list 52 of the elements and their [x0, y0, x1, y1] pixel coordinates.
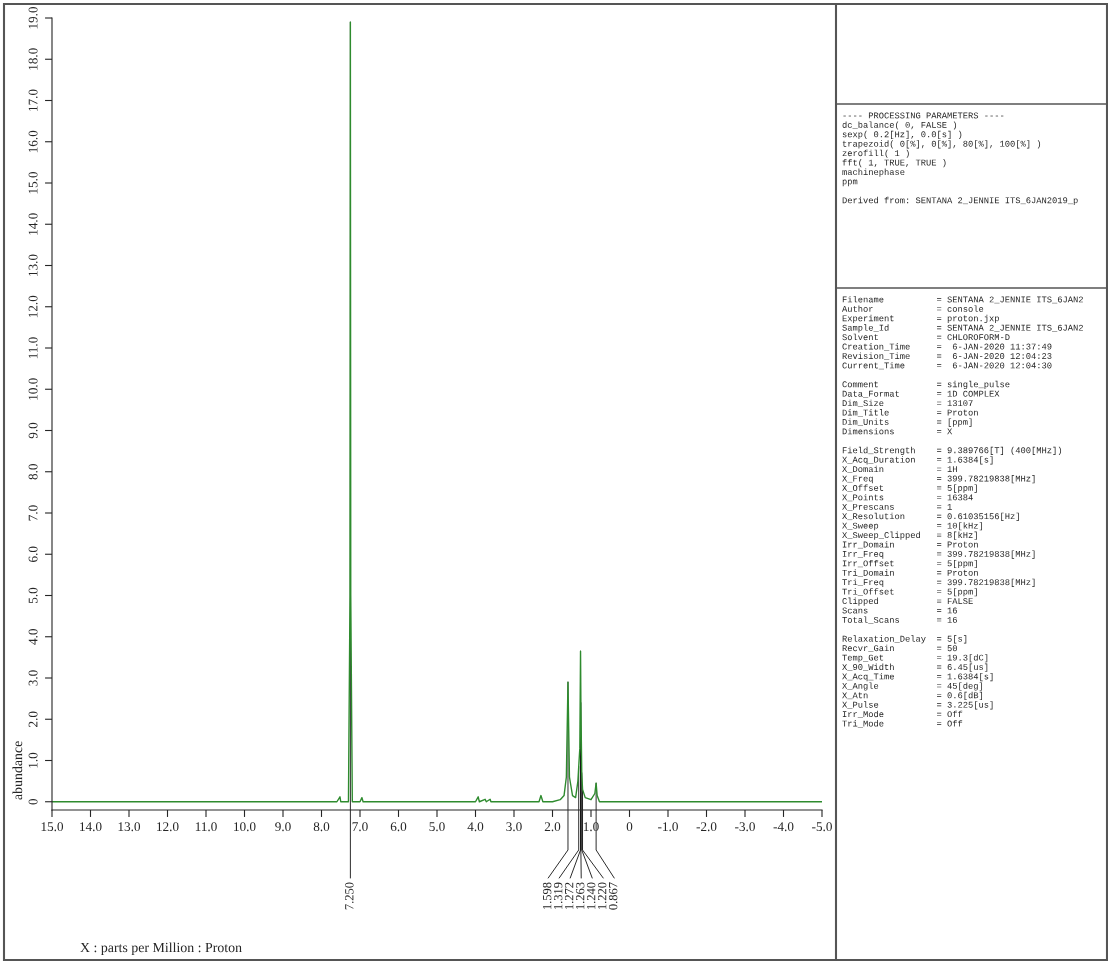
annotation: 7.250	[345, 882, 354, 910]
x-tick-label: 15.0	[41, 822, 64, 832]
annotation: 1.598	[542, 882, 552, 910]
y-tick-label: 18.0	[28, 48, 38, 70]
x-tick-label: 3.0	[506, 822, 522, 832]
x-tick-label: 13.0	[118, 822, 141, 832]
x-tick-label: 2.0	[544, 822, 561, 832]
x-tick-label: 0	[626, 822, 633, 832]
y-tick-label: 5.0	[28, 587, 38, 603]
y-tick-label: 1.0	[28, 752, 38, 768]
y-tick-label: 13.0	[28, 254, 38, 276]
y-tick-label: 0	[28, 798, 38, 805]
annotation: 1.319	[553, 882, 563, 910]
x-tick-label: -3.0	[735, 822, 755, 832]
x-tick-label: 7.0	[352, 822, 368, 832]
x-tick-label: 14.0	[80, 822, 102, 832]
text: X : parts per Million : Proton	[80, 942, 242, 955]
x-tick-label: 4.0	[467, 822, 484, 832]
y-tick-label: 15.0	[28, 171, 38, 194]
x-tick-label: 5.0	[429, 822, 445, 832]
y-tick-label: 8.0	[28, 464, 38, 480]
y-tick-label: 3.0	[28, 670, 38, 686]
x-tick-label: -2.0	[696, 822, 717, 832]
text: Filename = SENTANA 2_JENNIE ITS_6JAN2 Author = console Experiment = proton.jxp Sample_Id = SENTANA 2_JENNIE ITS_6JAN2 Solvent = CHLOROFORM-D Creation_Time = 6-JAN-2020 11:37:49 Revision_Time = 6-JAN-2020 12:04:23 Current_Time = 6-JAN-2020 12:04:30 Comment = single_pulse Data_Format = 1D COMPLEX Dim_Size = 13107 Dim_Title = Proton Dim_Units = [ppm] Dimensions = X Field_Strength = 9.389766[T] (400[MHz]) X_Acq_Duration = 1.6384[s] X_Domain = 1H X_Freq = 399.78219838[MHz] X_Offset = 5[ppm] X_Points = 16384 X_Prescans = 1 X_Resolution = 0.61035156[Hz] X_Sweep = 10[kHz] X_Sweep_Clipped = 8[kHz] Irr_Domain = Proton Irr_Freq = 399.78219838[MHz] Irr_Offset = 5[ppm] Tri_Domain = Proton Tri_Freq = 399.78219838[MHz] Tri_Offset = 5[ppm] Clipped = FALSE Scans = 16 Total_Scans = 16 Relaxation_Delay = 5[s] Recvr_Gain = 50 Temp_Get = 19.3[dC] X_90_Width = 6.45[us] X_Acq_Time = 1.6384[s] X_Angle = 45[deg] X_Atn = 0.6[dB] X_Pulse = 3.225[us] Irr_Mode = Off Tri_Mode = Off	[842, 296, 1083, 728]
annotation: 1.220	[597, 882, 607, 910]
y-tick-label: 12.0	[28, 295, 38, 318]
x-tick-label: 12.0	[157, 822, 179, 832]
text: ---- PROCESSING PARAMETERS ---- dc_balance( 0, FALSE ) sexp( 0.2[Hz], 0.0[s] ) trapezoid( 0[%], 0[%], 80[%], 100[%] ) zerofill( 1 ) fft( 1, TRUE, TRUE ) machinephase ppm Derived from: SENTANA 2_JENNIE ITS_6JAN2019_p	[842, 112, 1078, 205]
y-tick-label: 10.0	[28, 378, 38, 400]
x-tick-label: 6.0	[390, 822, 407, 832]
x-tick-label: -5.0	[812, 822, 832, 832]
x-tick-label: -4.0	[773, 822, 794, 832]
y-tick-label: 4.0	[28, 629, 38, 645]
y-axis-title: abundance	[12, 741, 23, 800]
y-tick-label: 2.0	[28, 711, 38, 727]
x-tick-label: 11.0	[195, 822, 217, 832]
y-tick-label: 9.0	[28, 422, 38, 439]
y-tick-label: 16.0	[28, 130, 38, 153]
annotation: 1.240	[586, 882, 596, 910]
x-tick-label: -1.0	[658, 822, 678, 832]
x-tick-label: 9.0	[275, 822, 291, 832]
y-tick-label: 11.0	[28, 337, 38, 359]
y-tick-label: 6.0	[28, 546, 38, 562]
annotation: 1.263	[575, 882, 585, 910]
y-tick-label: 19.0	[28, 6, 38, 29]
x-tick-label: 10.0	[234, 822, 256, 832]
y-tick-label: 17.0	[28, 89, 38, 111]
y-tick-label: 7.0	[28, 505, 38, 521]
annotation: 1.272	[564, 882, 574, 910]
annotation: 0.867	[608, 882, 618, 910]
y-tick-label: 14.0	[28, 213, 38, 235]
x-tick-label: 8.0	[313, 822, 330, 832]
